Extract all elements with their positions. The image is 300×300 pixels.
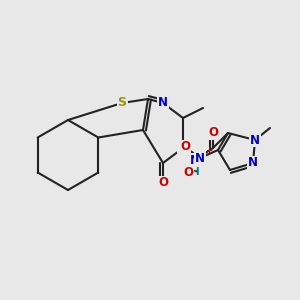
Text: O: O bbox=[158, 176, 168, 190]
Text: +: + bbox=[205, 146, 212, 155]
Text: N: N bbox=[195, 152, 205, 164]
Text: H: H bbox=[190, 167, 200, 177]
Text: O: O bbox=[180, 140, 190, 154]
Text: -: - bbox=[194, 167, 198, 177]
Text: S: S bbox=[118, 97, 127, 110]
Text: N: N bbox=[178, 142, 188, 154]
Text: O: O bbox=[208, 127, 218, 140]
Text: N: N bbox=[158, 97, 168, 110]
Text: N: N bbox=[190, 154, 200, 166]
Text: N: N bbox=[250, 134, 260, 146]
Text: O: O bbox=[183, 166, 193, 178]
Text: N: N bbox=[248, 157, 258, 169]
